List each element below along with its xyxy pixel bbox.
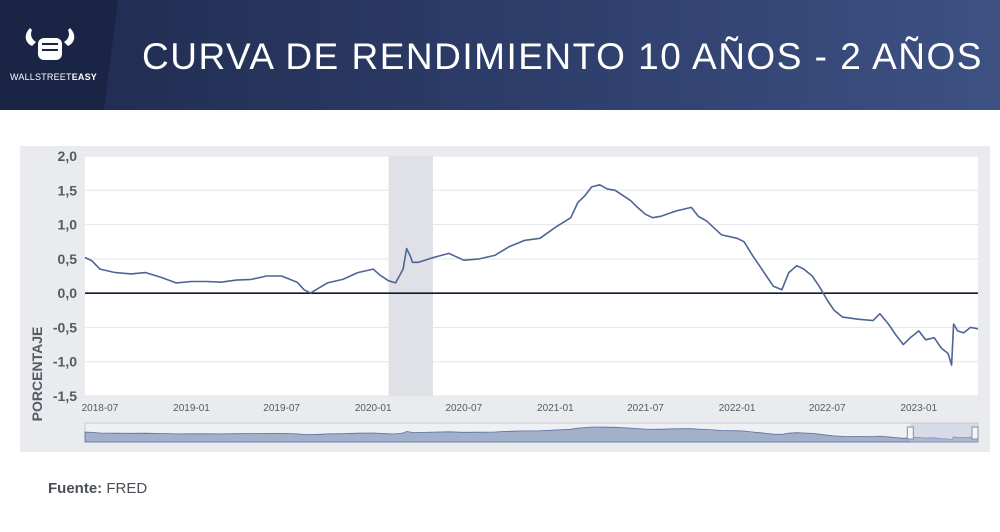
x-tick-label: 2023-01 — [900, 403, 937, 414]
plot-area — [85, 156, 978, 396]
y-tick-label: 2,0 — [58, 148, 78, 164]
x-tick-label: 2021-07 — [627, 403, 664, 414]
x-tick-label: 2020-01 — [355, 403, 392, 414]
navigator-selection — [910, 423, 978, 442]
navigator-handle[interactable] — [971, 426, 979, 440]
y-axis-label: PORCENTAJE — [29, 326, 45, 422]
source-label: Fuente: — [48, 480, 103, 497]
chart-panel: 2,0 1,5 1,0 0,5 0,0 -0,5 -1,0 -1,5 2018-07 2019-… — [20, 146, 990, 452]
x-tick-label: 2021-01 — [537, 403, 574, 414]
logo-wordmark: WALLSTREETEASY — [10, 72, 97, 82]
y-tick-label: 1,0 — [58, 217, 78, 233]
source-value: FRED — [106, 480, 148, 497]
y-tick-label: -1,5 — [53, 388, 77, 404]
x-tick-label: 2022-07 — [809, 403, 846, 414]
source-note: Fuente: FRED — [48, 480, 147, 497]
header-banner: WALLSTREETEASY CURVA DE RENDIMIENTO 10 A… — [0, 0, 1000, 110]
yield-curve-chart: 2,0 1,5 1,0 0,5 0,0 -0,5 -1,0 -1,5 2018-07 2019-… — [53, 148, 979, 443]
x-tick-label: 2019-01 — [173, 403, 210, 414]
logo-panel: WALLSTREETEASY — [0, 0, 118, 110]
y-tick-label: 0,0 — [58, 285, 78, 301]
x-tick-label: 2022-01 — [719, 403, 756, 414]
x-tick-label: 2018-07 — [82, 403, 119, 414]
bull-fist-icon — [25, 28, 75, 60]
y-tick-label: 1,5 — [58, 182, 78, 198]
navigator-series — [84, 426, 979, 443]
x-tick-label: 2020-07 — [445, 403, 482, 414]
y-tick-label: -0,5 — [53, 319, 77, 335]
navigator-handle[interactable] — [906, 426, 914, 440]
y-tick-label: 0,5 — [58, 251, 78, 267]
yield-spread-line — [84, 183, 979, 366]
x-tick-label: 2019-07 — [263, 403, 300, 414]
y-tick-label: -1,0 — [53, 354, 77, 370]
shaded-period-band — [388, 156, 433, 396]
page-title: CURVA DE RENDIMIENTO 10 AÑOS - 2 AÑOS — [142, 36, 983, 77]
